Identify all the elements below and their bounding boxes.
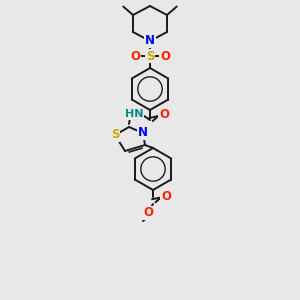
Text: S: S xyxy=(146,50,154,62)
Text: S: S xyxy=(111,128,119,142)
Text: O: O xyxy=(160,50,170,62)
Text: N: N xyxy=(138,127,148,140)
Text: HN: HN xyxy=(125,109,143,119)
Text: O: O xyxy=(143,206,153,220)
Text: O: O xyxy=(161,190,171,202)
Text: O: O xyxy=(159,107,169,121)
Text: O: O xyxy=(130,50,140,62)
Text: N: N xyxy=(145,34,155,47)
